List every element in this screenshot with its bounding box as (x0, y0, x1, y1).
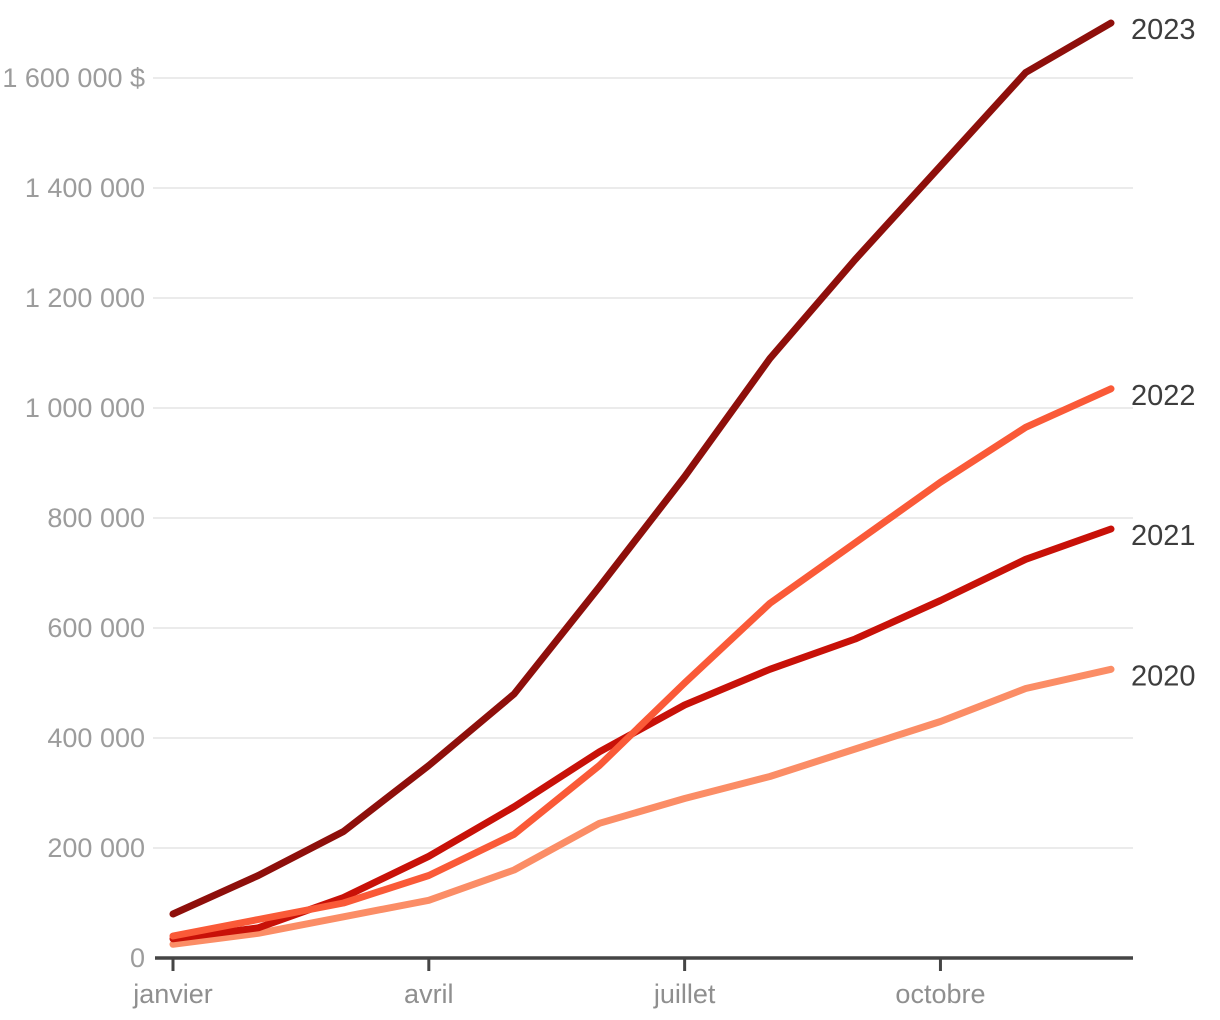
y-axis-tick-label: 1 000 000 (25, 393, 145, 423)
x-axis-tick-label: avril (404, 979, 454, 1009)
y-axis-tick-label: 1 200 000 (25, 283, 145, 313)
y-axis-tick-label: 1 400 000 (25, 173, 145, 203)
y-axis-tick-label: 0 (130, 943, 145, 973)
series-label-2023: 2023 (1131, 14, 1196, 46)
series-label-2020: 2020 (1131, 660, 1196, 692)
y-axis-tick-label: 600 000 (47, 613, 145, 643)
series-line-2021 (169, 525, 1115, 943)
series-label-2021: 2021 (1131, 520, 1196, 552)
y-axis-tick-label: 200 000 (47, 833, 145, 863)
x-axis-tick-label: octobre (895, 979, 985, 1009)
series-label-2022: 2022 (1131, 380, 1196, 412)
series-line-2023 (169, 19, 1115, 918)
y-axis-tick-label: 1 600 000 $ (2, 63, 145, 93)
x-axis-tick-label: juillet (653, 979, 716, 1009)
y-axis-tick-label: 400 000 (47, 723, 145, 753)
series-line-2020 (169, 665, 1115, 948)
series-line-2022 (169, 385, 1115, 940)
y-axis-tick-label: 800 000 (47, 503, 145, 533)
x-axis-tick-label: janvier (132, 979, 213, 1009)
